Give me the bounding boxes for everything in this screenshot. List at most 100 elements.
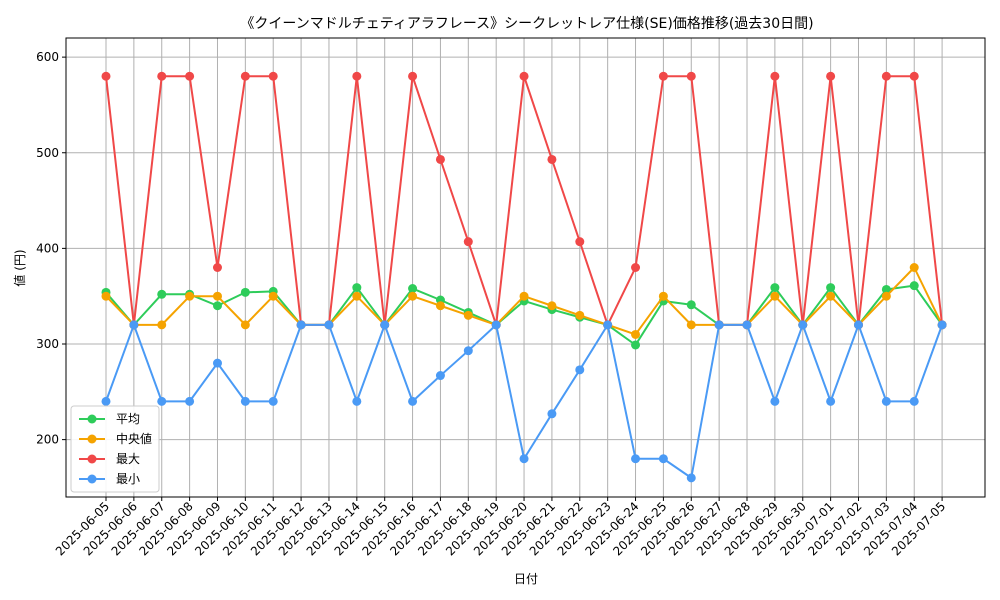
data-point (853, 320, 863, 330)
series-3 (101, 320, 947, 483)
data-point (157, 320, 167, 330)
data-point (770, 283, 780, 293)
data-point (658, 454, 668, 464)
data-point (268, 71, 278, 81)
data-point (909, 281, 919, 291)
data-point (240, 396, 250, 406)
data-point (435, 301, 445, 311)
data-point (380, 320, 390, 330)
data-point (658, 71, 668, 81)
legend-box (70, 405, 160, 493)
data-point (631, 263, 641, 272)
data-point (157, 396, 167, 406)
data-point (268, 291, 278, 301)
data-point (463, 346, 473, 356)
y-tick-label: 500 (36, 146, 59, 160)
data-point (881, 396, 891, 406)
data-point (909, 396, 919, 406)
data-point (185, 71, 195, 81)
plot-frame (65, 37, 986, 498)
data-point (547, 409, 557, 419)
legend-label: 平均 (116, 412, 140, 426)
data-point (909, 71, 919, 81)
data-point (742, 320, 752, 330)
legend-marker (87, 434, 97, 444)
data-point (408, 71, 418, 81)
data-point (212, 291, 222, 301)
data-point (519, 71, 529, 81)
data-point (212, 358, 222, 368)
data-point (185, 396, 195, 406)
data-point (686, 300, 696, 310)
data-point (575, 365, 585, 375)
y-tick-label: 600 (36, 50, 59, 64)
data-point (631, 329, 641, 339)
data-point (240, 71, 250, 81)
data-point (519, 454, 529, 464)
data-point (101, 291, 111, 301)
legend-label: 最大 (116, 452, 140, 466)
x-axis-title: 日付 (514, 572, 538, 586)
data-point (826, 396, 836, 406)
data-point (658, 291, 668, 301)
data-point (826, 291, 836, 301)
y-tick-label: 300 (36, 337, 59, 351)
data-point (212, 263, 222, 272)
data-point (909, 263, 919, 272)
data-point (547, 301, 557, 311)
y-tick-label: 400 (36, 241, 59, 255)
data-point (352, 396, 362, 406)
y-axis-title: 値 (円) (12, 249, 27, 286)
data-point (686, 71, 696, 81)
data-point (770, 291, 780, 301)
data-point (603, 320, 613, 330)
legend-marker (87, 474, 97, 484)
data-point (881, 284, 891, 294)
data-point (881, 71, 891, 81)
data-point (547, 154, 557, 164)
data-point (686, 473, 696, 483)
data-point (519, 291, 529, 301)
data-point (324, 320, 334, 330)
data-point (631, 340, 641, 350)
data-point (686, 320, 696, 330)
chart-title: 《クイーンマドルチェティアラフレース》シークレットレア仕様(SE)価格推移(過去… (240, 16, 813, 32)
data-point (268, 396, 278, 406)
data-point (296, 320, 306, 330)
data-point (631, 454, 641, 464)
data-point (575, 310, 585, 320)
data-point (101, 71, 111, 81)
data-point (575, 237, 585, 247)
data-point (408, 396, 418, 406)
y-tick-label: 200 (36, 433, 59, 447)
data-point (101, 396, 111, 406)
data-point (352, 291, 362, 301)
data-point (240, 287, 250, 297)
data-point (770, 396, 780, 406)
data-point (212, 301, 222, 311)
data-point (881, 291, 891, 301)
data-point (937, 320, 947, 330)
data-point (770, 71, 780, 81)
data-point (240, 320, 250, 330)
data-point (491, 320, 501, 330)
data-point (408, 291, 418, 301)
data-point (714, 320, 724, 330)
data-point (435, 371, 445, 381)
series-lines (101, 71, 947, 483)
legend-marker (87, 454, 97, 464)
data-point (352, 71, 362, 81)
data-point (463, 310, 473, 320)
data-point (408, 284, 418, 294)
legend-label: 中央値 (116, 431, 152, 446)
data-point (352, 283, 362, 293)
y-axis-ticks: 200 300 400 500 600 (36, 50, 66, 447)
data-point (157, 71, 167, 81)
data-point (435, 154, 445, 164)
data-point (798, 320, 808, 330)
grid (66, 38, 985, 497)
data-point (157, 289, 167, 299)
data-point (185, 291, 195, 301)
